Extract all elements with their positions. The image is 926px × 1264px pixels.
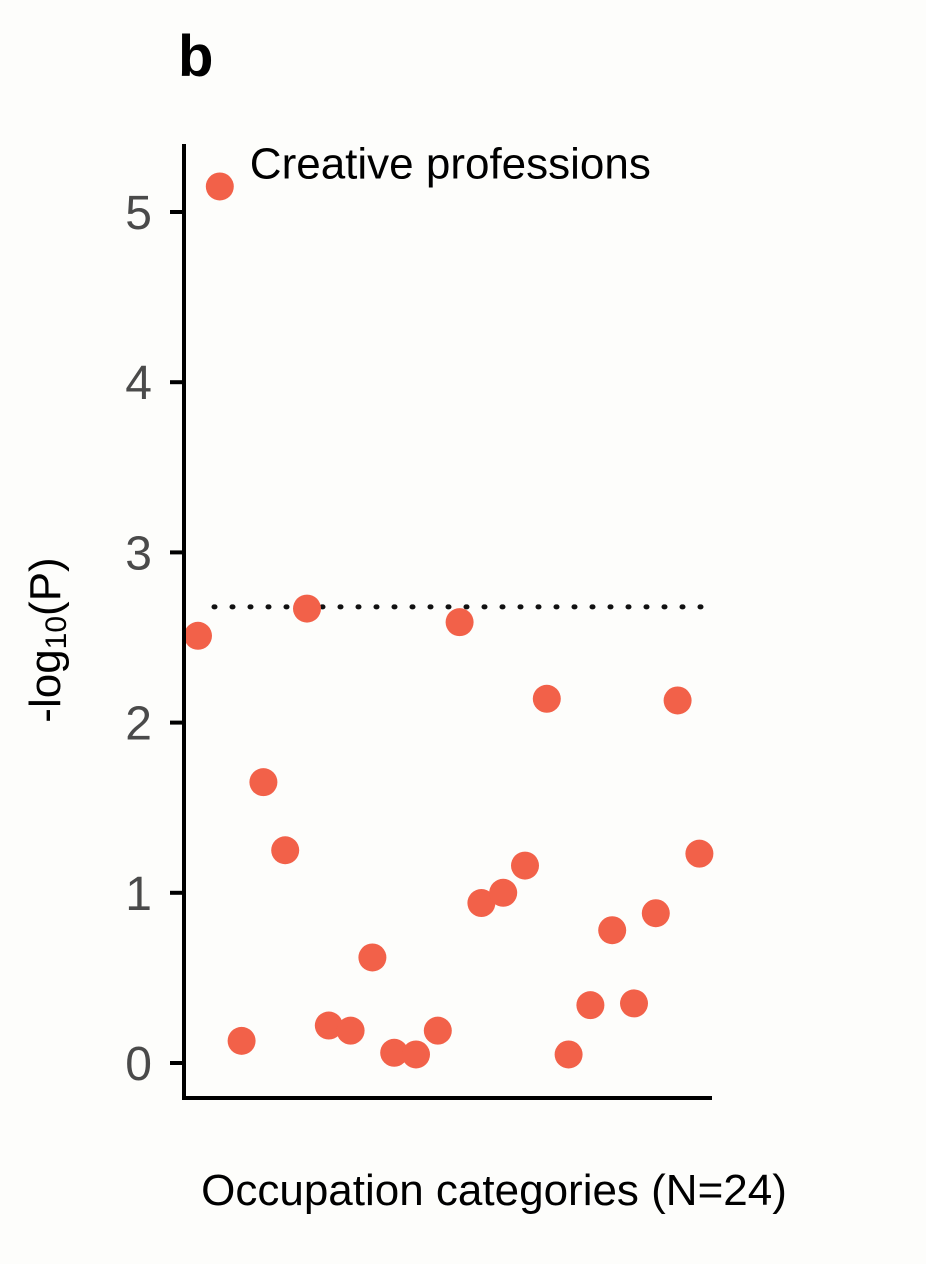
data-point [685,839,714,868]
data-point [336,1016,365,1045]
data-point [402,1040,430,1069]
y-tick-label: 2 [125,698,152,751]
y-axis-title: -log10(P) [21,557,73,722]
data-point [423,1016,452,1045]
y-tick-label: 0 [125,1038,152,1091]
data-point [620,989,648,1018]
data-point [184,621,212,650]
y-axis-title-subscript: 10 [40,616,73,649]
data-point [271,836,300,865]
data-point [663,686,692,715]
data-point [532,684,561,713]
data-point [554,1040,583,1069]
panel-label: b [178,24,213,89]
data-point [358,943,387,972]
data-point [227,1026,256,1055]
data-point [205,172,234,201]
data-point [314,1011,343,1040]
data-point [293,594,321,623]
y-tick-label: 3 [125,527,152,580]
data-point [467,889,496,918]
data-point [380,1038,409,1067]
y-axis-title-suffix: (P) [21,557,70,616]
y-tick-label: 1 [125,868,152,921]
y-axis-ticks: 0 1 2 3 4 5 [125,187,184,1091]
data-point [489,878,518,907]
y-axis-title-prefix: -log [21,649,70,722]
data-point [598,916,627,945]
data-point [445,608,474,637]
y-tick-label: 4 [125,357,152,410]
annotation-creative-professions: Creative professions [250,139,651,188]
data-point [641,899,670,928]
data-point [511,851,539,880]
data-point [576,991,605,1020]
data-points [184,172,714,1069]
data-point [249,768,278,797]
y-tick-label: 5 [125,187,152,240]
x-axis-title: Occupation categories (N=24) [201,1166,787,1215]
